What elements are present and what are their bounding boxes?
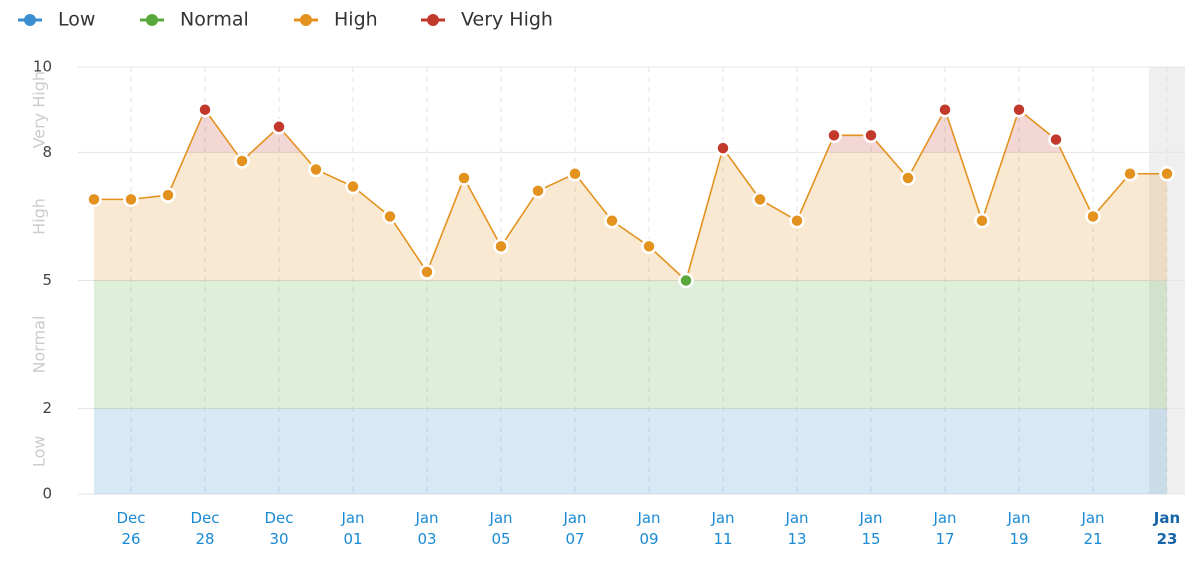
x-tick-label: Jan 09	[636, 509, 660, 548]
legend-marker	[300, 14, 312, 26]
y-tick-label: 5	[42, 271, 52, 289]
band-label: Very High	[30, 71, 49, 148]
x-tick-label: Jan 17	[932, 509, 956, 548]
legend-marker	[427, 14, 439, 26]
legend-label: Normal	[180, 9, 249, 31]
point	[1085, 208, 1101, 225]
x-tick-label: Dec 28	[190, 509, 219, 548]
x-tick-label: Jan 23	[1153, 509, 1180, 548]
point	[900, 170, 916, 186]
point	[493, 238, 509, 255]
y-tick-label: 0	[42, 485, 52, 503]
line	[94, 107, 1167, 282]
point	[1048, 131, 1064, 148]
x-tick-label: Dec 30	[264, 509, 293, 548]
point	[1159, 166, 1175, 182]
point	[86, 191, 102, 208]
point	[1122, 166, 1138, 182]
x-tick-label: Dec 26	[116, 509, 145, 548]
band-fill	[94, 152, 1167, 281]
point	[826, 127, 842, 144]
x-tick-label: Jan 13	[784, 509, 808, 548]
point	[345, 178, 361, 195]
x-tick-label: Jan 05	[488, 509, 512, 548]
point	[678, 272, 694, 289]
x-tick-label: Jan 15	[858, 509, 882, 548]
point	[197, 101, 213, 118]
point	[604, 212, 620, 229]
point	[123, 191, 139, 208]
band-fill	[94, 408, 1167, 494]
point	[308, 161, 324, 178]
point	[789, 212, 805, 229]
legend-label: Very High	[461, 9, 553, 31]
point	[234, 153, 250, 169]
y-tick-label: 2	[42, 399, 52, 417]
legend-label: High	[334, 9, 378, 31]
point	[752, 191, 768, 208]
point	[937, 101, 953, 118]
x-tick-label: Jan 11	[710, 509, 734, 548]
point	[715, 140, 731, 156]
point	[160, 187, 176, 203]
legend-marker	[146, 14, 158, 26]
point	[567, 166, 583, 182]
band-label: High	[30, 198, 49, 235]
point	[382, 208, 398, 225]
point	[1011, 101, 1027, 118]
y-tick-label: 8	[42, 143, 52, 161]
point	[456, 170, 472, 186]
x-tick-label: Jan 19	[1006, 509, 1030, 548]
point	[530, 183, 546, 199]
area	[94, 109, 1167, 494]
band-fill	[94, 109, 1167, 153]
point	[271, 119, 287, 135]
x-tick-label: Jan 01	[340, 509, 364, 548]
y-tick-label: 10	[33, 58, 52, 76]
legend-marker	[24, 14, 36, 26]
point	[863, 127, 879, 144]
x-tick-label: Jan 03	[414, 509, 438, 548]
x-tick-label: Jan 21	[1080, 509, 1104, 548]
band-fill	[94, 280, 1167, 409]
band-label: Normal	[30, 316, 49, 374]
x-tick-label: Jan 07	[562, 509, 586, 548]
legend-label: Low	[58, 9, 95, 31]
point	[419, 264, 435, 280]
band-label: Low	[30, 436, 49, 468]
point	[974, 212, 990, 229]
point	[641, 238, 657, 255]
